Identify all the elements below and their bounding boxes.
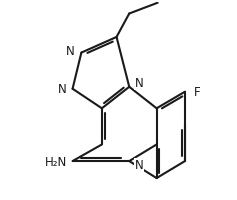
Text: N: N	[66, 45, 75, 58]
Text: N: N	[57, 83, 66, 96]
Text: F: F	[194, 86, 201, 99]
Text: H₂N: H₂N	[45, 155, 67, 168]
Text: N: N	[135, 77, 143, 90]
Text: N: N	[135, 159, 143, 172]
